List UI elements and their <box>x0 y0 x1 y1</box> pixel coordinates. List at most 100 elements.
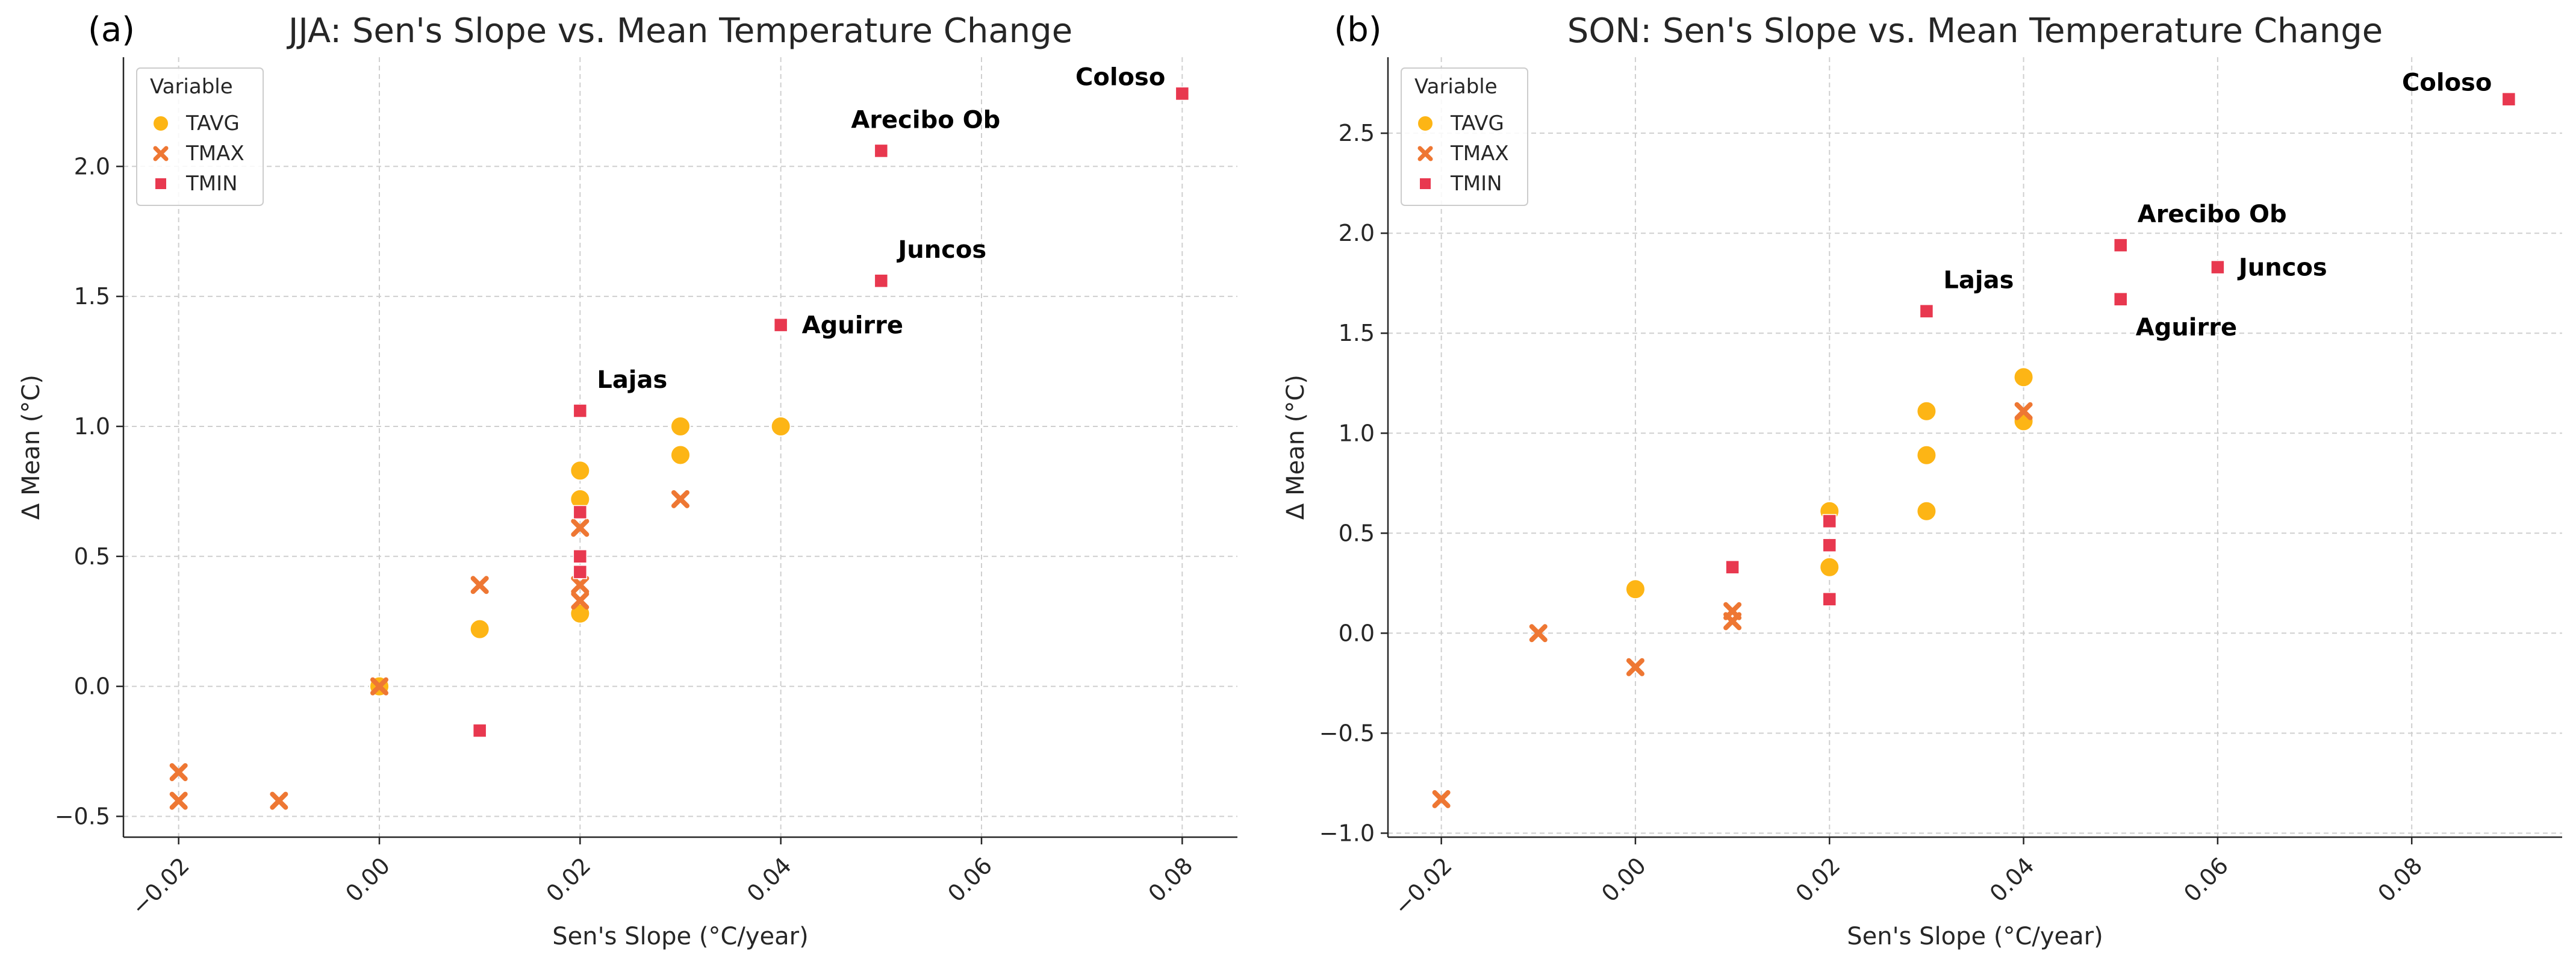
legend-marker-tavg <box>1417 115 1434 132</box>
point-tavg <box>670 444 691 466</box>
point-tmax <box>571 519 590 537</box>
annotation-label: Juncos <box>896 236 986 264</box>
y-tick-label: 2.0 <box>1339 220 1375 246</box>
y-tick-label: 2.0 <box>74 153 110 179</box>
y-tick-label: 0.0 <box>1339 620 1375 646</box>
point-tmin <box>874 143 889 158</box>
annotation-label: Aguirre <box>2136 314 2237 341</box>
chart-title: SON: Sen's Slope vs. Mean Temperature Ch… <box>1567 11 2383 51</box>
chart-panel-son: −0.02 0.00 0.02 0.04 0.06 0.08 −1.0 −0.5 0.0 0.5 1… <box>1282 10 2562 950</box>
legend-marker-tavg <box>152 115 169 132</box>
point-tmax <box>571 576 590 594</box>
point-tmin <box>874 273 889 288</box>
point-tmax <box>370 677 388 696</box>
chart-panel-jja: −0.02 0.00 0.02 0.04 0.06 0.08 −0.5 0.0 0.5 1.0 1.… <box>17 10 1237 950</box>
legend-title: Variable <box>150 75 233 99</box>
point-tmin <box>1822 592 1837 606</box>
x-tick-label: 0.08 <box>1143 852 1198 907</box>
y-tick-label: 0.0 <box>74 673 110 700</box>
y-tick-label: 1.0 <box>1339 420 1375 446</box>
point-tavg <box>1625 579 1646 600</box>
annotation-label: Coloso <box>2402 69 2492 97</box>
annotation-label: Aguirre <box>802 312 903 340</box>
legend-marker-tmin <box>155 178 166 189</box>
x-tick-label: 0.04 <box>742 852 797 907</box>
chart-title: JJA: Sen's Slope vs. Mean Temperature Ch… <box>287 11 1072 51</box>
x-tick-label: 0.02 <box>541 852 596 907</box>
point-tmin <box>573 549 588 564</box>
legend-label-tavg: TAVG <box>1450 111 1504 136</box>
point-tmin <box>1822 514 1837 529</box>
point-tmax <box>470 576 489 594</box>
point-tavg <box>1916 401 1937 422</box>
point-tmax <box>169 791 188 810</box>
point-tmin <box>1725 560 1740 575</box>
y-tick-label: −0.5 <box>55 803 110 829</box>
annotation-label: Arecibo Ob <box>2138 201 2287 228</box>
point-tavg <box>1916 500 1937 522</box>
legend-marker-tmax <box>1417 146 1433 161</box>
y-tick-label: 0.5 <box>1339 520 1375 546</box>
x-tick-label: 0.08 <box>2372 852 2427 907</box>
point-tmin <box>573 404 588 418</box>
point-tmax <box>671 490 689 508</box>
x-axis-label: Sen's Slope (°C/year) <box>1847 923 2103 950</box>
annotation-label: Lajas <box>597 366 667 394</box>
annotation-label: Lajas <box>1943 267 2014 295</box>
point-tmax <box>1432 790 1451 808</box>
y-tick-label: −1.0 <box>1319 820 1375 846</box>
point-tavg <box>2013 367 2034 388</box>
annotation-label: Coloso <box>1075 63 1165 91</box>
y-tick-label: 1.5 <box>1339 320 1375 346</box>
x-tick-label: −0.02 <box>126 852 194 920</box>
legend-label-tmin: TMIN <box>1450 172 1502 196</box>
point-tavg <box>670 416 691 437</box>
y-tick-label: −0.5 <box>1319 720 1375 746</box>
legend-label-tmax: TMAX <box>1450 142 1509 166</box>
x-tick-label: 0.06 <box>942 852 997 907</box>
legend-label-tmax: TMAX <box>185 142 244 166</box>
y-tick-label: 1.5 <box>74 283 110 310</box>
point-tmin <box>573 564 588 579</box>
point-tmin <box>1175 86 1190 101</box>
point-tmin <box>2501 92 2516 107</box>
y-tick-label: 2.5 <box>1339 120 1375 146</box>
point-tmin <box>1822 538 1837 552</box>
point-tmin <box>2113 292 2128 307</box>
panel-label: (b) <box>1334 10 1381 49</box>
point-tmax <box>571 591 590 610</box>
point-tmin <box>1919 304 1934 319</box>
point-tmin <box>2113 238 2128 252</box>
x-tick-label: 0.00 <box>1596 852 1651 907</box>
point-tavg <box>770 416 791 437</box>
x-tick-label: 0.04 <box>1985 852 2039 907</box>
annotation-label: Juncos <box>2237 254 2327 282</box>
point-tmax <box>2014 402 2033 420</box>
legend-title: Variable <box>1414 75 1498 99</box>
x-tick-label: 0.02 <box>1790 852 1845 907</box>
y-tick-label: 0.5 <box>74 543 110 570</box>
y-axis-label: Δ Mean (°C) <box>17 375 45 520</box>
point-tmin <box>2210 260 2225 275</box>
x-tick-label: 0.00 <box>340 852 395 907</box>
point-tavg <box>570 460 591 481</box>
legend-box <box>1401 67 1528 206</box>
legend-marker-tmax <box>153 146 169 161</box>
x-tick-label: −0.02 <box>1389 852 1457 920</box>
point-tmax <box>1626 658 1644 676</box>
x-axis-label: Sen's Slope (°C/year) <box>552 923 808 950</box>
legend-label-tmin: TMIN <box>185 172 238 196</box>
point-tmin <box>773 317 788 332</box>
point-tmin <box>472 723 487 738</box>
point-tmax <box>1723 602 1742 620</box>
point-tmax <box>1529 624 1548 643</box>
point-tmax <box>169 763 188 782</box>
x-tick-label: 0.06 <box>2179 852 2233 907</box>
legend-box <box>136 67 264 206</box>
annotation-label: Arecibo Ob <box>851 106 1000 134</box>
panel-label: (a) <box>88 10 135 49</box>
point-tavg <box>1819 556 1840 578</box>
point-tavg <box>469 619 490 640</box>
y-tick-label: 1.0 <box>74 413 110 440</box>
